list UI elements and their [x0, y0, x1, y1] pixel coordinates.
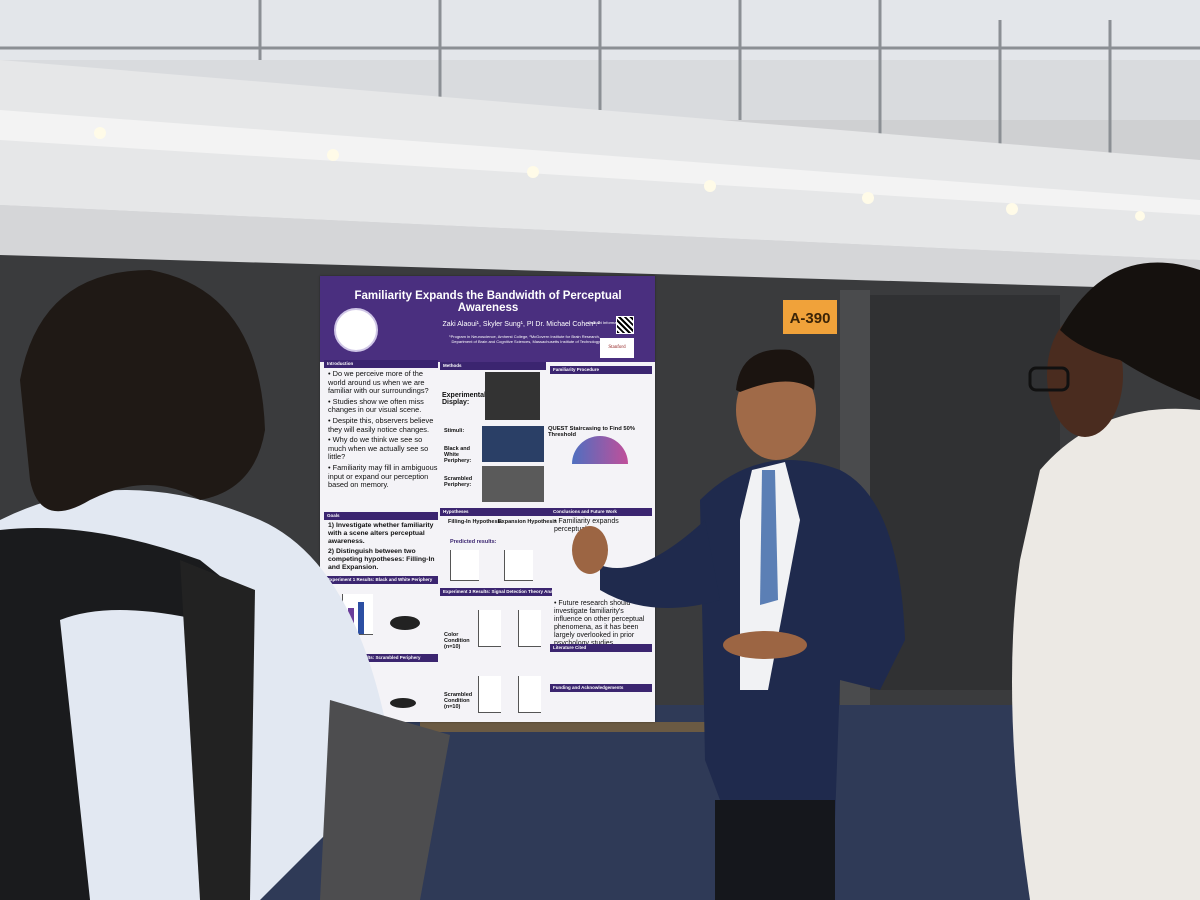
section-heading: Familiarity Procedure	[550, 366, 652, 374]
bar	[348, 608, 354, 634]
logo: Stanford	[600, 338, 634, 358]
goal-text: Investigate whether familiarity with a s…	[328, 522, 434, 545]
bullet: • Familiarity may fill in ambiguous inpu…	[328, 462, 438, 490]
light	[94, 127, 106, 139]
bullet-text: Why do we think we see so much when we a…	[328, 435, 429, 462]
procedure-subheading: QUEST Staircasing to Find 50% Threshold	[548, 426, 635, 438]
bullet-text: Despite this, observers believe they wil…	[328, 415, 434, 434]
section-heading: Conclusions and Future Work	[550, 508, 652, 516]
conclusion: • Familiarity expands perceptual	[554, 518, 619, 533]
poster-authors: Zaki Alaoui¹, Skyler Sung¹, PI Dr. Micha…	[442, 321, 600, 328]
display-diagram	[390, 616, 420, 630]
section-heading: Introduction	[324, 360, 438, 368]
method-image	[482, 466, 544, 502]
goal: 2) Distinguish between two competing hyp…	[328, 548, 435, 571]
section-heading: Goals	[324, 512, 438, 520]
light	[527, 166, 539, 178]
booth-sign	[783, 300, 837, 334]
condition-label: Scrambled Condition (n=10)	[444, 692, 473, 710]
section-heading: Experiment 3 Results: Signal Detection T…	[440, 588, 552, 596]
section-heading: Experiment 2 Results: Scrambled Peripher…	[324, 654, 438, 662]
bar-chart	[518, 610, 541, 647]
method-label: Scrambled Periphery:	[444, 476, 473, 488]
method-label: Stimuli:	[444, 428, 465, 434]
hypothesis-label: Predicted results:	[450, 539, 497, 545]
bar-chart	[518, 676, 541, 713]
method-label: Black and White Periphery:	[444, 446, 472, 464]
qr-code	[616, 316, 634, 334]
section-heading: Methods	[440, 362, 546, 370]
bar-chart	[478, 610, 501, 647]
section-heading: Literature Cited	[550, 644, 652, 652]
introduction-list: • Do we perceive more of the world aroun…	[328, 369, 438, 492]
conclusion-text: Familiarity expands perceptual	[554, 518, 619, 533]
bullet-text: Do we perceive more of the world around …	[328, 369, 429, 396]
quest-diagram	[572, 436, 628, 464]
booth-number: A-390	[790, 310, 831, 327]
college-seal	[334, 308, 378, 352]
contact-label: Contact Information:	[588, 320, 625, 325]
section-heading: Hypotheses	[440, 508, 552, 516]
bullet: • Why do we think we see so much when we…	[328, 435, 429, 462]
bullet-text: Familiarity may fill in ambiguous input …	[328, 462, 438, 490]
bar-chart	[478, 676, 501, 713]
conclusion: • Future research should investigate fam…	[554, 600, 652, 648]
light	[862, 192, 874, 204]
wall-strip	[0, 205, 1200, 290]
bullet: • Do we perceive more of the world aroun…	[328, 369, 429, 396]
light	[704, 180, 716, 192]
side-panel	[860, 295, 1060, 690]
condition-label: Color Condition (n=10)	[444, 632, 470, 650]
light	[1006, 203, 1018, 215]
hypothesis-label: Expansion Hypothesis	[498, 519, 557, 525]
bar-chart	[450, 550, 479, 581]
bar	[358, 602, 364, 634]
poster-affiliation: ¹Program in Neuroscience, Amherst Colleg…	[449, 334, 600, 344]
light	[1135, 211, 1145, 221]
table-edge	[420, 722, 720, 732]
conclusion-text: Future research should investigate famil…	[554, 600, 645, 647]
method-image	[482, 426, 544, 462]
light	[327, 149, 339, 161]
bullet-text: Studies show we often miss changes in ou…	[328, 396, 424, 415]
poster-header: Familiarity Expands the Bandwidth of Per…	[320, 276, 655, 362]
method-image	[485, 372, 540, 420]
panel-post	[840, 290, 870, 710]
bar-chart	[504, 550, 533, 581]
carpet	[0, 705, 1200, 900]
hypothesis-label: Filling-In Hypothesis	[448, 519, 503, 525]
goal-text: Distinguish between two competing hypoth…	[328, 548, 435, 571]
bullet: • Despite this, observers believe they w…	[328, 415, 434, 434]
poster: Familiarity Expands the Bandwidth of Per…	[320, 276, 655, 722]
poster-title: Familiarity Expands the Bandwidth of Per…	[354, 290, 622, 314]
bullet: • Studies show we often miss changes in …	[328, 396, 424, 415]
method-label: Experimental Display:	[442, 392, 486, 406]
goal: 1) Investigate whether familiarity with …	[328, 522, 434, 545]
ceiling-lights	[94, 127, 1145, 221]
display-diagram	[390, 698, 416, 708]
section-heading: Experiment 1 Results: Black and White Pe…	[324, 576, 438, 584]
section-heading: Funding and Acknowledgements	[550, 684, 652, 692]
railing	[0, 0, 1200, 155]
balcony-edge	[0, 110, 1200, 215]
